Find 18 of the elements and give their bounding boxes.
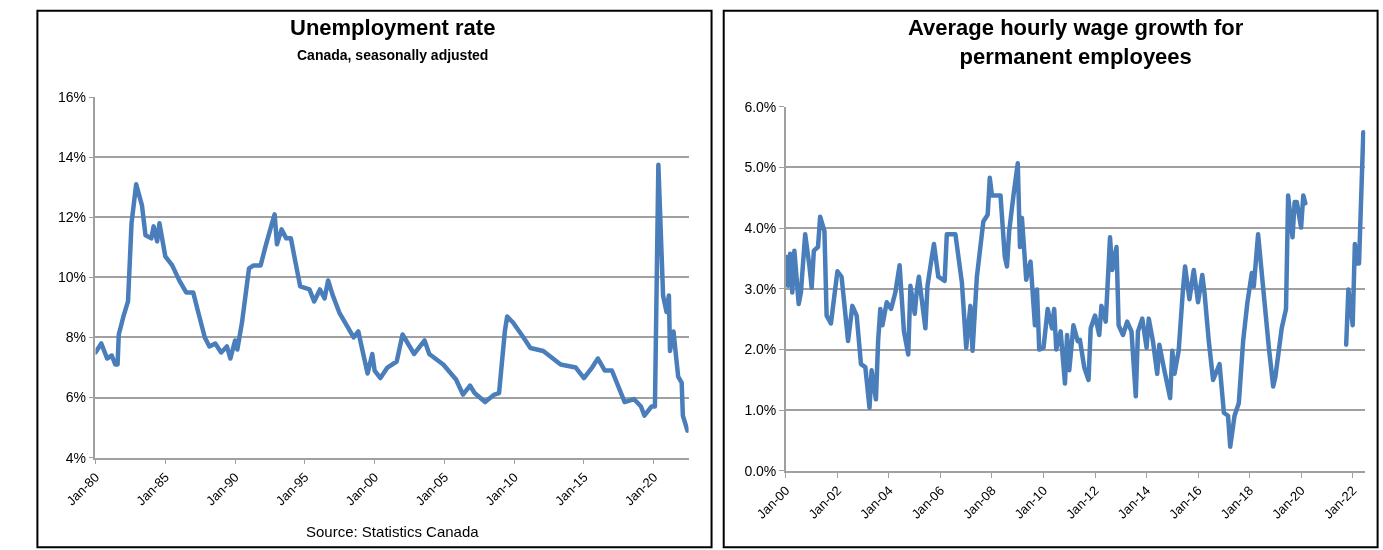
y-tick-label: 0.0% bbox=[744, 462, 777, 479]
chart-subtitle: Canada, seasonally adjusted bbox=[297, 47, 489, 63]
y-tick-label: 1.0% bbox=[744, 402, 777, 419]
y-tick-label: 4% bbox=[65, 449, 86, 466]
source-note: Source: Statistics Canada bbox=[306, 523, 480, 540]
y-tick-label: 4.0% bbox=[744, 220, 777, 237]
y-tick-label: 2.0% bbox=[744, 341, 777, 358]
y-tick-label: 3.0% bbox=[744, 280, 777, 297]
y-tick-label: 8% bbox=[65, 329, 86, 346]
chart-title: Average hourly wage growth for permanent employees bbox=[908, 15, 1244, 69]
y-tick-label: 5.0% bbox=[744, 159, 777, 176]
y-tick-label: 6% bbox=[65, 389, 86, 406]
y-tick-label: 10% bbox=[57, 269, 86, 286]
chart-title: Unemployment rate bbox=[290, 15, 496, 40]
y-tick-label: 6.0% bbox=[744, 98, 777, 115]
y-tick-label: 12% bbox=[57, 209, 86, 226]
y-tick-label: 16% bbox=[57, 89, 86, 106]
y-tick-label: 14% bbox=[57, 149, 86, 166]
